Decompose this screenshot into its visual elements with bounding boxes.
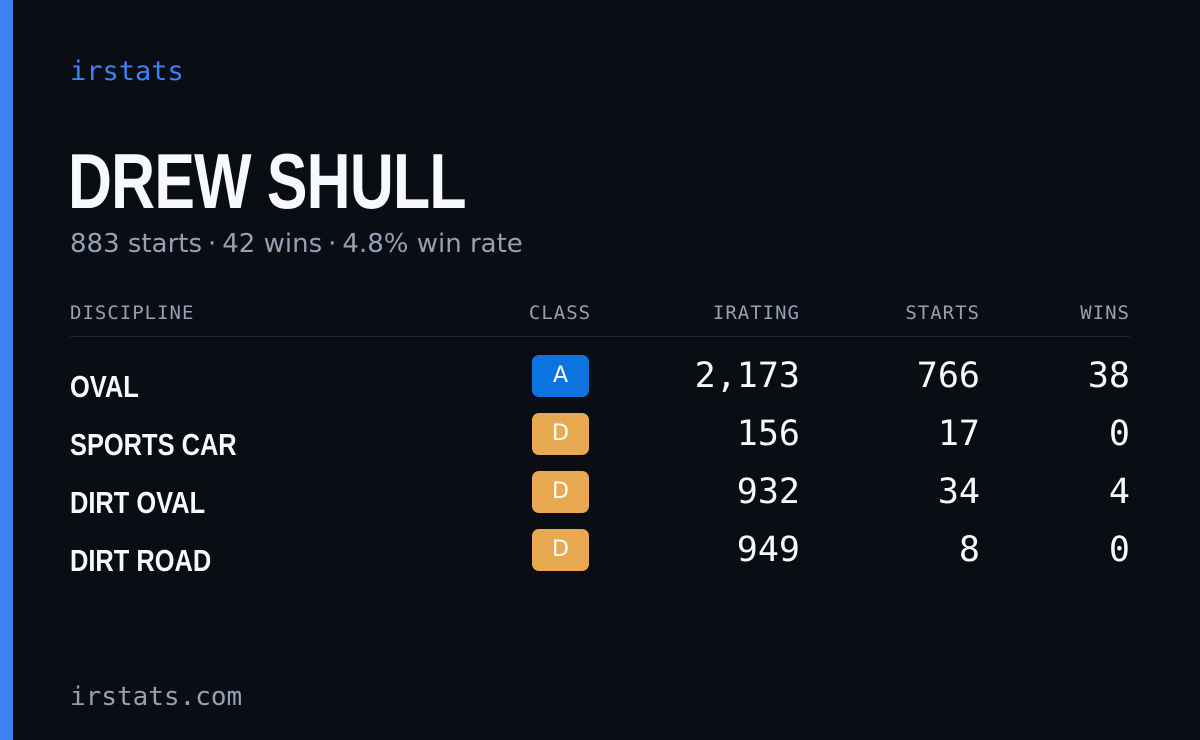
discipline-name: DIRT OVAL: [70, 485, 206, 520]
accent-bar: [0, 0, 13, 740]
wins-value: 38: [1087, 356, 1130, 396]
class-badge: D: [532, 413, 589, 455]
starts-value: 8: [958, 530, 980, 570]
irating-value: 932: [736, 472, 800, 512]
summary-win-rate: 4.8% win rate: [342, 229, 523, 259]
discipline-name: OVAL: [70, 369, 139, 404]
class-badge: D: [532, 471, 589, 513]
irating-value: 949: [736, 530, 800, 570]
column-header-irating: IRATING: [712, 302, 800, 324]
table-row: DIRT OVAL D 932 34 4: [70, 469, 1130, 527]
table-header: DISCIPLINE CLASS IRATING STARTS WINS: [70, 296, 1130, 337]
starts-value: 766: [916, 356, 980, 396]
column-header-starts: STARTS: [905, 302, 980, 324]
class-badge: A: [532, 355, 589, 397]
table-row: SPORTS CAR D 156 17 0: [70, 411, 1130, 469]
column-header-class: CLASS: [528, 302, 592, 324]
discipline-name: SPORTS CAR: [70, 427, 237, 462]
discipline-name: DIRT ROAD: [70, 543, 212, 578]
irating-value: 156: [736, 414, 800, 454]
page-title: DREW SHULL: [68, 137, 467, 225]
summary-starts: 883 starts: [70, 229, 202, 259]
column-header-wins: WINS: [1080, 302, 1130, 324]
brand-logo: irstats: [70, 56, 184, 87]
table-row: DIRT ROAD D 949 8 0: [70, 527, 1130, 585]
wins-value: 4: [1108, 472, 1130, 512]
irating-value: 2,173: [694, 356, 800, 396]
player-summary: 883 starts · 42 wins · 4.8% win rate: [70, 226, 523, 262]
column-header-discipline: DISCIPLINE: [70, 302, 195, 324]
class-badge: D: [532, 529, 589, 571]
summary-separator: ·: [328, 229, 337, 259]
starts-value: 17: [937, 414, 980, 454]
table-body: OVAL A 2,173 766 38 SPORTS CAR D 156 17 …: [70, 337, 1130, 585]
wins-value: 0: [1108, 530, 1130, 570]
footer-url: irstats.com: [70, 682, 243, 712]
summary-wins: 42 wins: [222, 229, 323, 259]
wins-value: 0: [1108, 414, 1130, 454]
summary-separator: ·: [208, 229, 217, 259]
stats-table: DISCIPLINE CLASS IRATING STARTS WINS OVA…: [70, 296, 1130, 585]
starts-value: 34: [937, 472, 980, 512]
table-row: OVAL A 2,173 766 38: [70, 353, 1130, 411]
